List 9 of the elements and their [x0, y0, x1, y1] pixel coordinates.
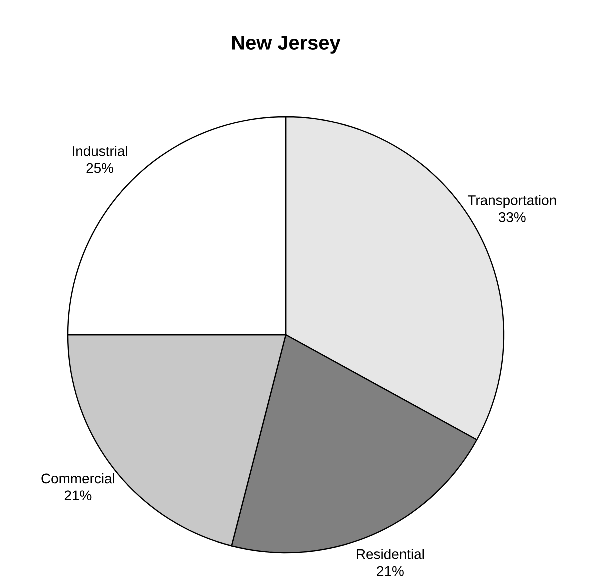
chart-title: New Jersey: [232, 36, 341, 54]
slice-label: Residential: [357, 549, 424, 560]
data-label: 21%: [64, 490, 92, 501]
slice-label: Transportation: [468, 195, 556, 208]
data-label: 21%: [377, 566, 404, 576]
data-label: 33%: [498, 212, 526, 222]
data-label: 25%: [86, 163, 114, 174]
slice-label: Commercial: [42, 473, 114, 484]
slice-label: Industrial: [73, 146, 128, 156]
